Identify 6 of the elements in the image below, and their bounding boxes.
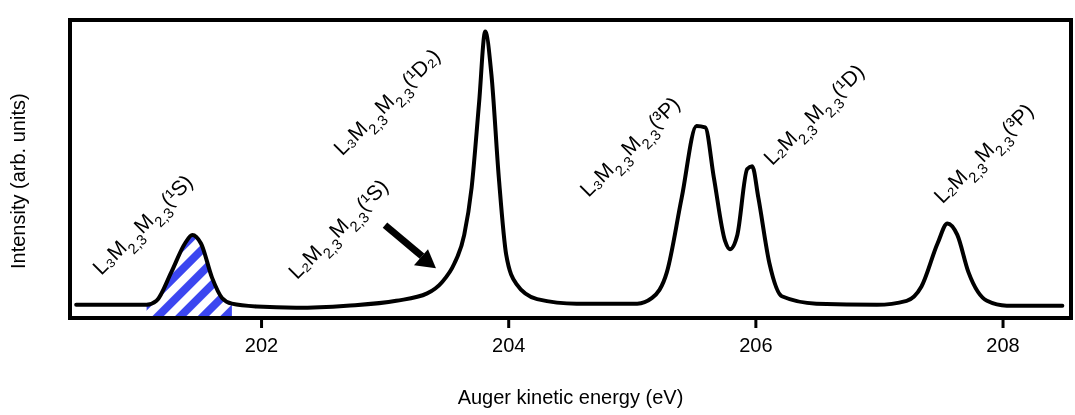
x-tick-label: 206 <box>739 334 773 357</box>
y-axis-title: Intensity (arb. units) <box>7 93 30 269</box>
x-tick-label: 208 <box>986 334 1020 357</box>
x-tick-label: 204 <box>492 334 526 357</box>
x-axis-title: Auger kinetic energy (eV) <box>457 386 684 408</box>
x-tick-label: 202 <box>244 334 279 357</box>
